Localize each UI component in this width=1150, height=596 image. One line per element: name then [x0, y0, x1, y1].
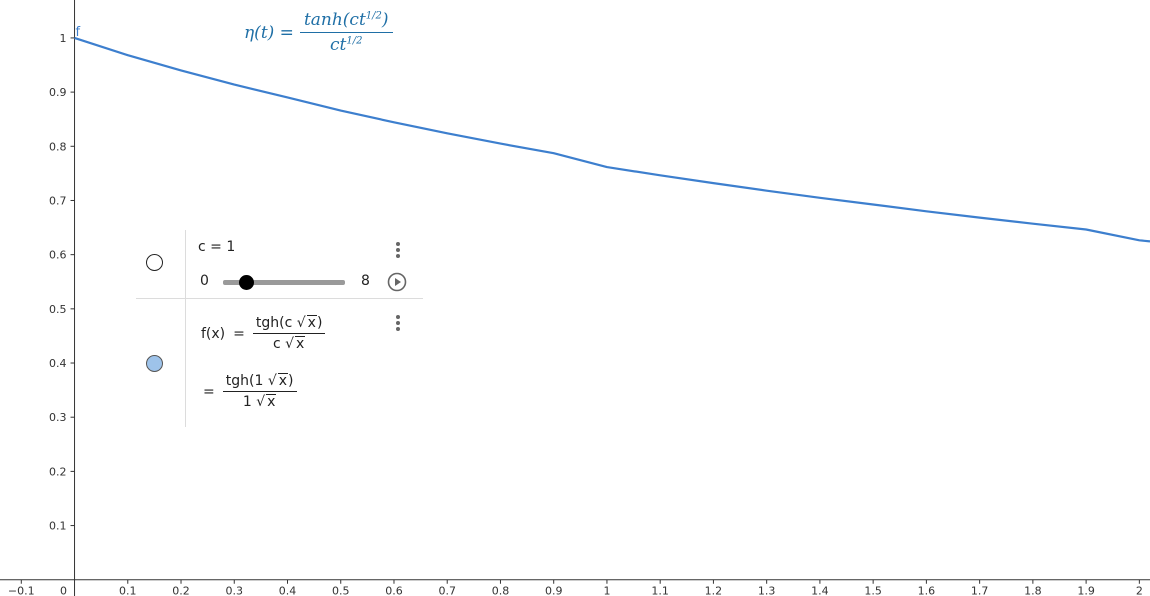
- y-tick-label: 0.8: [49, 140, 67, 153]
- slider-max-label: 8: [361, 273, 370, 289]
- formula-numerator: tanh(ct1/2): [299, 10, 393, 33]
- slider-handle[interactable]: [238, 275, 254, 290]
- y-tick-label: 0.9: [49, 86, 67, 99]
- x-tick-label: 1.5: [864, 585, 882, 596]
- x-tick-label: 0.7: [438, 585, 456, 596]
- x-tick-label: −0.1: [8, 585, 35, 596]
- formula-fraction: tanh(ct1/2) ct1/2: [299, 10, 393, 55]
- x-tick-label: 0: [60, 585, 67, 596]
- y-tick-label: 1: [60, 32, 67, 45]
- curves[interactable]: f: [74, 25, 1150, 243]
- equals-sign: =: [203, 383, 215, 400]
- series-line-f[interactable]: [74, 36, 1150, 243]
- x-tick-label: 0.3: [226, 585, 244, 596]
- y-tick-label: 0.6: [49, 249, 67, 262]
- x-tick-label: 0.6: [385, 585, 403, 596]
- formula-lhs: η(t) =: [244, 22, 294, 43]
- algebra-panel: c = 1 0 8 f(x) = tgh(c √ x) c √ x = tgh(1 …: [136, 230, 423, 427]
- x-tick-label: 1.4: [811, 585, 829, 596]
- y-tick-label: 0.5: [49, 303, 67, 316]
- play-icon[interactable]: [387, 272, 407, 292]
- function-definition[interactable]: f(x) = tgh(c √ x) c √ x: [201, 315, 326, 353]
- function-fraction: tgh(c √ x) c √ x: [252, 315, 326, 353]
- x-tick-label: 0.4: [279, 585, 297, 596]
- slider-row: c = 1 0 8: [136, 230, 423, 299]
- function-visibility-toggle[interactable]: [146, 355, 163, 372]
- x-tick-label: 0.2: [172, 585, 190, 596]
- slider-min-label: 0: [200, 273, 209, 289]
- x-tick-label: 1.6: [918, 585, 936, 596]
- x-tick-label: 0.1: [119, 585, 137, 596]
- x-tick-label: 0.5: [332, 585, 350, 596]
- x-tick-label: 2: [1136, 585, 1143, 596]
- y-tick-label: 0.7: [49, 194, 67, 207]
- function-value-fraction: tgh(1 √ x) 1 √ x: [222, 373, 297, 411]
- function-menu-icon[interactable]: [393, 313, 403, 333]
- slider-visibility-toggle[interactable]: [146, 254, 163, 271]
- x-tick-label: 1.7: [971, 585, 989, 596]
- y-tick-label: 0.4: [49, 357, 67, 370]
- function-row: f(x) = tgh(c √ x) c √ x = tgh(1 √ x) 1 √ x: [136, 299, 423, 427]
- formula-denominator: ct1/2: [330, 35, 363, 55]
- equals-sign: =: [233, 325, 245, 342]
- formula-text: η(t) = tanh(ct1/2) ct1/2: [244, 10, 393, 55]
- slider-track[interactable]: [223, 280, 345, 285]
- function-value: = tgh(1 √ x) 1 √ x: [203, 373, 297, 411]
- x-tick-label: 1.2: [705, 585, 723, 596]
- visibility-column: [136, 230, 186, 298]
- x-tick-label: 1.3: [758, 585, 776, 596]
- y-tick-label: 0.3: [49, 411, 67, 424]
- x-tick-label: 1: [603, 585, 610, 596]
- y-tick-label: 0.2: [49, 465, 67, 478]
- function-lhs: f(x): [201, 325, 226, 342]
- y-tick-label: 0.1: [49, 520, 67, 533]
- slider-label: c = 1: [198, 239, 236, 255]
- x-tick-label: 1.8: [1024, 585, 1042, 596]
- x-tick-label: 0.8: [492, 585, 510, 596]
- curve-label: f: [76, 25, 81, 40]
- slider-menu-icon[interactable]: [393, 240, 403, 260]
- tick-labels: −0.1 0 0.1 0.2 0.3 0.4 0.5 0.6 0.7 0.8 0.9 1 1.1 1.2 1…: [8, 32, 1143, 596]
- visibility-column: [136, 299, 186, 427]
- x-tick-label: 1.1: [651, 585, 669, 596]
- x-tick-label: 0.9: [545, 585, 563, 596]
- x-tick-label: 1.9: [1077, 585, 1095, 596]
